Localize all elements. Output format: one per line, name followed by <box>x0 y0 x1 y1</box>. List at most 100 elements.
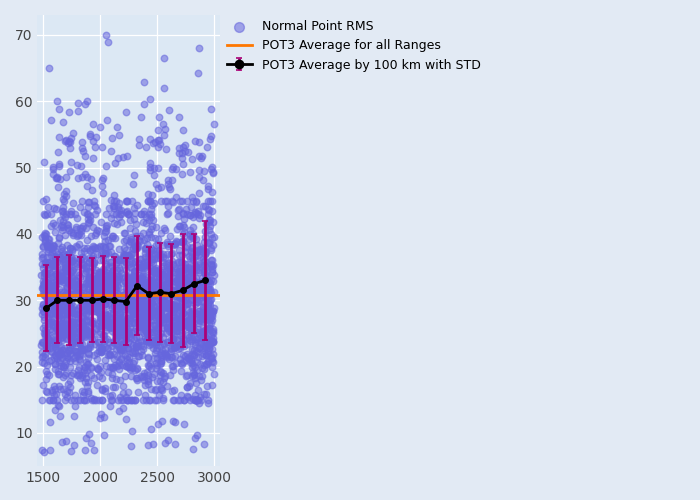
Normal Point RMS <box>190 300 201 308</box>
Normal Point RMS <box>65 322 76 330</box>
Normal Point RMS <box>43 234 54 242</box>
Normal Point RMS <box>152 184 163 192</box>
Normal Point RMS <box>37 282 48 290</box>
Normal Point RMS <box>49 306 60 314</box>
Normal Point RMS <box>70 347 81 355</box>
Normal Point RMS <box>174 278 185 286</box>
Normal Point RMS <box>56 316 67 324</box>
Normal Point RMS <box>93 396 104 404</box>
Normal Point RMS <box>169 440 181 448</box>
Normal Point RMS <box>47 291 58 299</box>
Normal Point RMS <box>160 349 171 357</box>
Normal Point RMS <box>206 256 217 264</box>
Normal Point RMS <box>74 240 85 248</box>
Normal Point RMS <box>52 334 64 342</box>
Normal Point RMS <box>40 232 51 240</box>
Normal Point RMS <box>207 168 218 176</box>
Normal Point RMS <box>102 320 113 328</box>
Normal Point RMS <box>87 328 98 336</box>
Normal Point RMS <box>101 278 112 286</box>
Normal Point RMS <box>153 273 164 281</box>
Normal Point RMS <box>55 350 66 358</box>
Normal Point RMS <box>77 283 88 291</box>
Normal Point RMS <box>74 304 85 312</box>
Normal Point RMS <box>193 268 204 276</box>
Normal Point RMS <box>150 338 161 345</box>
Normal Point RMS <box>99 336 111 344</box>
Normal Point RMS <box>91 381 102 389</box>
Normal Point RMS <box>176 267 188 275</box>
Normal Point RMS <box>184 382 195 390</box>
Normal Point RMS <box>43 296 54 304</box>
Normal Point RMS <box>88 243 99 251</box>
Normal Point RMS <box>128 318 139 326</box>
Normal Point RMS <box>37 339 48 347</box>
Normal Point RMS <box>162 353 173 361</box>
Normal Point RMS <box>111 272 122 280</box>
Normal Point RMS <box>145 385 156 393</box>
Normal Point RMS <box>165 328 176 336</box>
Normal Point RMS <box>62 242 73 250</box>
Normal Point RMS <box>186 282 197 290</box>
Normal Point RMS <box>157 294 168 302</box>
Normal Point RMS <box>82 386 93 394</box>
Normal Point RMS <box>142 308 153 316</box>
Normal Point RMS <box>48 267 59 275</box>
Normal Point RMS <box>52 250 63 258</box>
Normal Point RMS <box>153 247 164 255</box>
Normal Point RMS <box>77 346 88 354</box>
Normal Point RMS <box>78 208 90 216</box>
Normal Point RMS <box>206 260 217 268</box>
Normal Point RMS <box>160 260 172 268</box>
Normal Point RMS <box>113 342 125 350</box>
Normal Point RMS <box>152 344 163 352</box>
Normal Point RMS <box>110 344 121 352</box>
Normal Point RMS <box>148 440 159 448</box>
Normal Point RMS <box>114 346 125 354</box>
Normal Point RMS <box>176 258 188 266</box>
Normal Point RMS <box>199 342 211 350</box>
Normal Point RMS <box>194 344 205 352</box>
Normal Point RMS <box>166 362 177 370</box>
Normal Point RMS <box>206 262 217 270</box>
Normal Point RMS <box>81 244 92 252</box>
Normal Point RMS <box>146 304 157 312</box>
Normal Point RMS <box>80 262 91 270</box>
Normal Point RMS <box>193 298 204 306</box>
Normal Point RMS <box>162 314 173 322</box>
Normal Point RMS <box>132 318 144 326</box>
Normal Point RMS <box>93 338 104 346</box>
Normal Point RMS <box>202 185 214 193</box>
Normal Point RMS <box>49 406 60 413</box>
Normal Point RMS <box>133 283 144 291</box>
Normal Point RMS <box>148 370 160 378</box>
Normal Point RMS <box>64 320 76 328</box>
Normal Point RMS <box>46 222 57 230</box>
Normal Point RMS <box>164 302 176 310</box>
Normal Point RMS <box>47 289 58 297</box>
Normal Point RMS <box>52 348 63 356</box>
Normal Point RMS <box>172 327 183 335</box>
Normal Point RMS <box>145 293 156 301</box>
Normal Point RMS <box>173 272 184 280</box>
Normal Point RMS <box>150 284 162 292</box>
Normal Point RMS <box>101 249 112 257</box>
Normal Point RMS <box>132 338 144 345</box>
Normal Point RMS <box>172 313 183 321</box>
Normal Point RMS <box>197 278 208 286</box>
Normal Point RMS <box>146 310 157 318</box>
Normal Point RMS <box>202 396 214 404</box>
Normal Point RMS <box>142 377 153 385</box>
Normal Point RMS <box>194 316 205 324</box>
Normal Point RMS <box>36 352 48 360</box>
Normal Point RMS <box>50 246 61 254</box>
Normal Point RMS <box>191 310 202 318</box>
Normal Point RMS <box>66 339 77 347</box>
Normal Point RMS <box>62 354 74 362</box>
Normal Point RMS <box>153 268 164 276</box>
Normal Point RMS <box>78 261 89 269</box>
Normal Point RMS <box>50 289 62 297</box>
Normal Point RMS <box>61 437 72 445</box>
Normal Point RMS <box>126 250 137 258</box>
Normal Point RMS <box>169 304 180 312</box>
